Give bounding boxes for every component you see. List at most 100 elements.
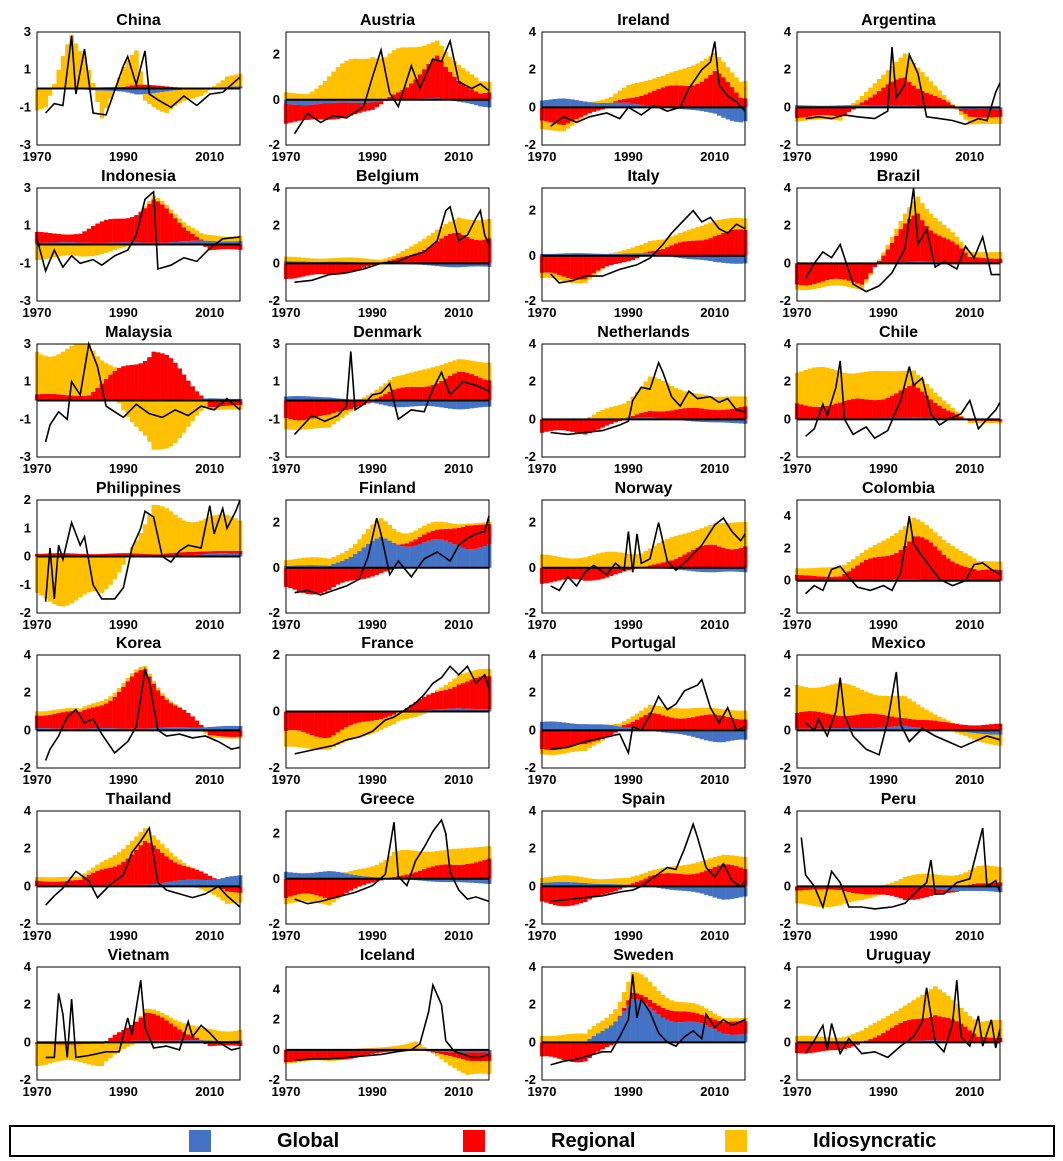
bar-regional <box>460 683 466 709</box>
y-tick-label: 4 <box>529 24 537 39</box>
bar-idiosyncratic <box>65 556 70 606</box>
bar-global <box>846 105 852 108</box>
bar-idiosyncratic <box>378 862 384 878</box>
bar-idiosyncratic <box>863 279 869 283</box>
bar-regional <box>181 227 187 242</box>
bar-idiosyncratic <box>417 370 423 387</box>
bar-regional <box>125 365 131 401</box>
bar-global <box>344 99 349 103</box>
bar-regional <box>859 263 865 285</box>
bar-global <box>587 253 592 256</box>
bar-idiosyncratic <box>967 116 973 125</box>
total-line <box>805 360 1001 440</box>
bar-idiosyncratic <box>596 100 601 103</box>
bar-regional <box>69 553 74 557</box>
bar-regional <box>911 85 917 106</box>
bar-idiosyncratic <box>413 711 418 717</box>
bar-idiosyncratic <box>147 673 152 677</box>
bar-regional <box>885 397 891 418</box>
bar-regional <box>699 715 705 731</box>
x-tick-label: 1990 <box>109 149 138 164</box>
bar-idiosyncratic <box>911 62 917 86</box>
bar-regional <box>976 108 981 118</box>
bar-regional <box>142 361 148 401</box>
bar-global <box>318 871 323 879</box>
panel-title: Philippines <box>96 480 181 497</box>
x-tick-label: 2010 <box>700 928 729 943</box>
bar-regional <box>838 1042 843 1051</box>
bar-idiosyncratic <box>86 870 92 875</box>
bar-regional <box>439 529 444 540</box>
bar-idiosyncratic <box>941 992 947 1018</box>
bar-regional <box>47 881 53 887</box>
bar-idiosyncratic <box>989 1020 994 1038</box>
bar-idiosyncratic <box>652 377 657 412</box>
bar-global <box>134 242 139 245</box>
bar-idiosyncratic <box>915 997 921 1019</box>
bar-regional <box>643 411 649 418</box>
y-tick-label: 2 <box>784 540 791 555</box>
plot-frame <box>36 31 241 146</box>
x-tick-label: 2010 <box>955 305 984 320</box>
bar-regional <box>452 232 457 264</box>
x-tick-label: 2010 <box>444 1084 473 1099</box>
bar-idiosyncratic <box>924 76 929 93</box>
bar-idiosyncratic <box>344 257 349 262</box>
bar-global <box>378 400 384 405</box>
bar-idiosyncratic <box>647 870 653 877</box>
bar-global <box>99 88 105 91</box>
bar-regional <box>173 218 178 243</box>
bar-global <box>233 241 239 245</box>
bar-regional <box>134 364 139 401</box>
bar-regional <box>327 878 332 900</box>
bar-idiosyncratic <box>352 257 358 263</box>
bar-regional <box>426 386 431 401</box>
bar-regional <box>673 558 679 568</box>
bar-regional <box>60 394 66 401</box>
bar-idiosyncratic <box>422 369 427 387</box>
total-line <box>550 360 746 436</box>
bar-regional <box>160 852 165 883</box>
bar-global <box>422 542 427 568</box>
plot-frame <box>796 187 1001 302</box>
bar-idiosyncratic <box>318 737 323 750</box>
bar-regional <box>229 550 234 554</box>
bar-regional <box>829 886 834 890</box>
y-tick-label: 2 <box>273 647 280 662</box>
bar-idiosyncratic <box>211 406 217 411</box>
bar-regional <box>989 108 994 118</box>
bar-idiosyncratic <box>220 1031 226 1041</box>
bar-idiosyncratic <box>838 682 843 716</box>
bar-idiosyncratic <box>142 206 148 209</box>
bar-idiosyncratic <box>387 716 393 726</box>
bar-regional <box>859 886 865 895</box>
bar-idiosyncratic <box>976 420 981 424</box>
bar-regional <box>833 715 839 729</box>
bar-regional <box>587 730 592 743</box>
bar-idiosyncratic <box>112 854 118 867</box>
bar-regional <box>47 232 53 243</box>
panel-title: Mexico <box>871 635 925 652</box>
bar-idiosyncratic <box>365 395 371 401</box>
bar-regional <box>570 730 575 747</box>
bar-regional <box>881 886 886 895</box>
bars <box>539 521 748 584</box>
bar-global <box>456 708 462 712</box>
bar-idiosyncratic <box>340 63 345 100</box>
bar-idiosyncratic <box>327 899 332 906</box>
bar-idiosyncratic <box>634 972 640 994</box>
y-tick-label: 2 <box>529 685 536 700</box>
bars <box>34 1008 243 1067</box>
bar-idiosyncratic <box>863 894 869 900</box>
total-line <box>800 827 1001 910</box>
bar-idiosyncratic <box>168 701 174 704</box>
bar-regional <box>112 696 118 729</box>
bar-regional <box>716 865 722 887</box>
bar-regional <box>894 1025 899 1042</box>
bar-global <box>331 871 336 879</box>
bar-idiosyncratic <box>82 1044 87 1064</box>
bar-regional <box>829 263 834 280</box>
bar-idiosyncratic <box>65 348 70 396</box>
